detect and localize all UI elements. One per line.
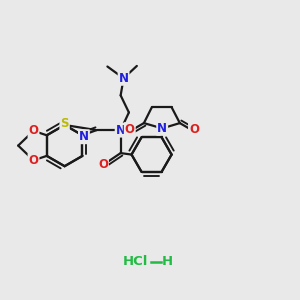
Text: N: N: [116, 124, 126, 136]
Text: O: O: [98, 158, 108, 171]
Text: N: N: [157, 122, 167, 135]
Text: S: S: [60, 117, 69, 130]
Text: O: O: [125, 123, 135, 136]
Text: N: N: [118, 72, 129, 85]
Text: O: O: [189, 123, 199, 136]
Text: O: O: [28, 154, 38, 167]
Text: N: N: [79, 130, 89, 143]
Text: H: H: [162, 255, 173, 268]
Text: HCl: HCl: [123, 255, 148, 268]
Text: O: O: [28, 124, 38, 137]
